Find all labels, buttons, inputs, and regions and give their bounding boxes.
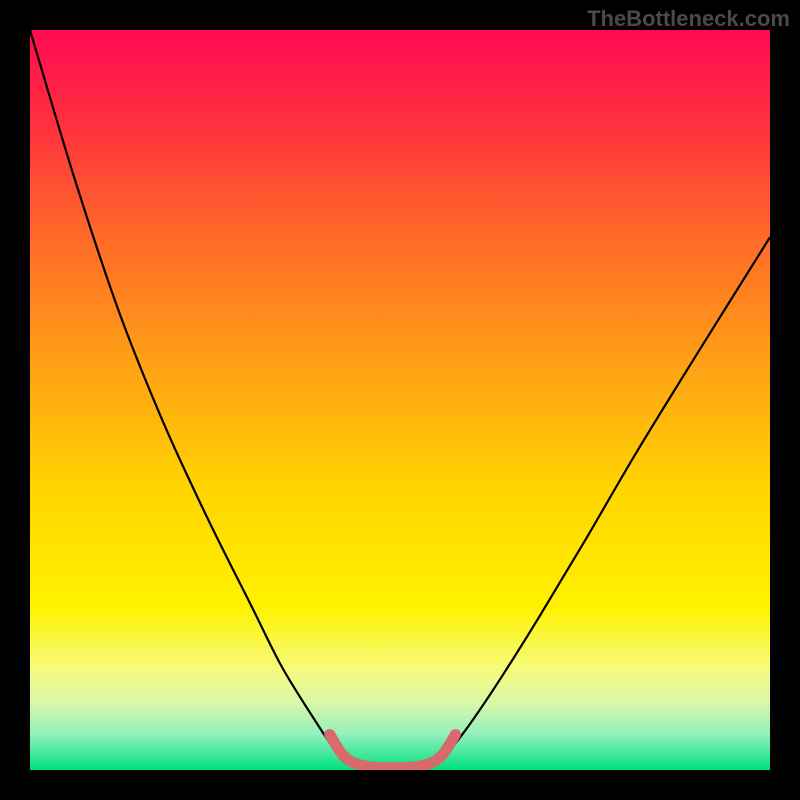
- plot-svg: [30, 30, 770, 770]
- gradient-background: [30, 30, 770, 770]
- bottleneck-chart: TheBottleneck.com: [0, 0, 800, 800]
- plot-area: [30, 30, 770, 770]
- watermark-text: TheBottleneck.com: [587, 6, 790, 32]
